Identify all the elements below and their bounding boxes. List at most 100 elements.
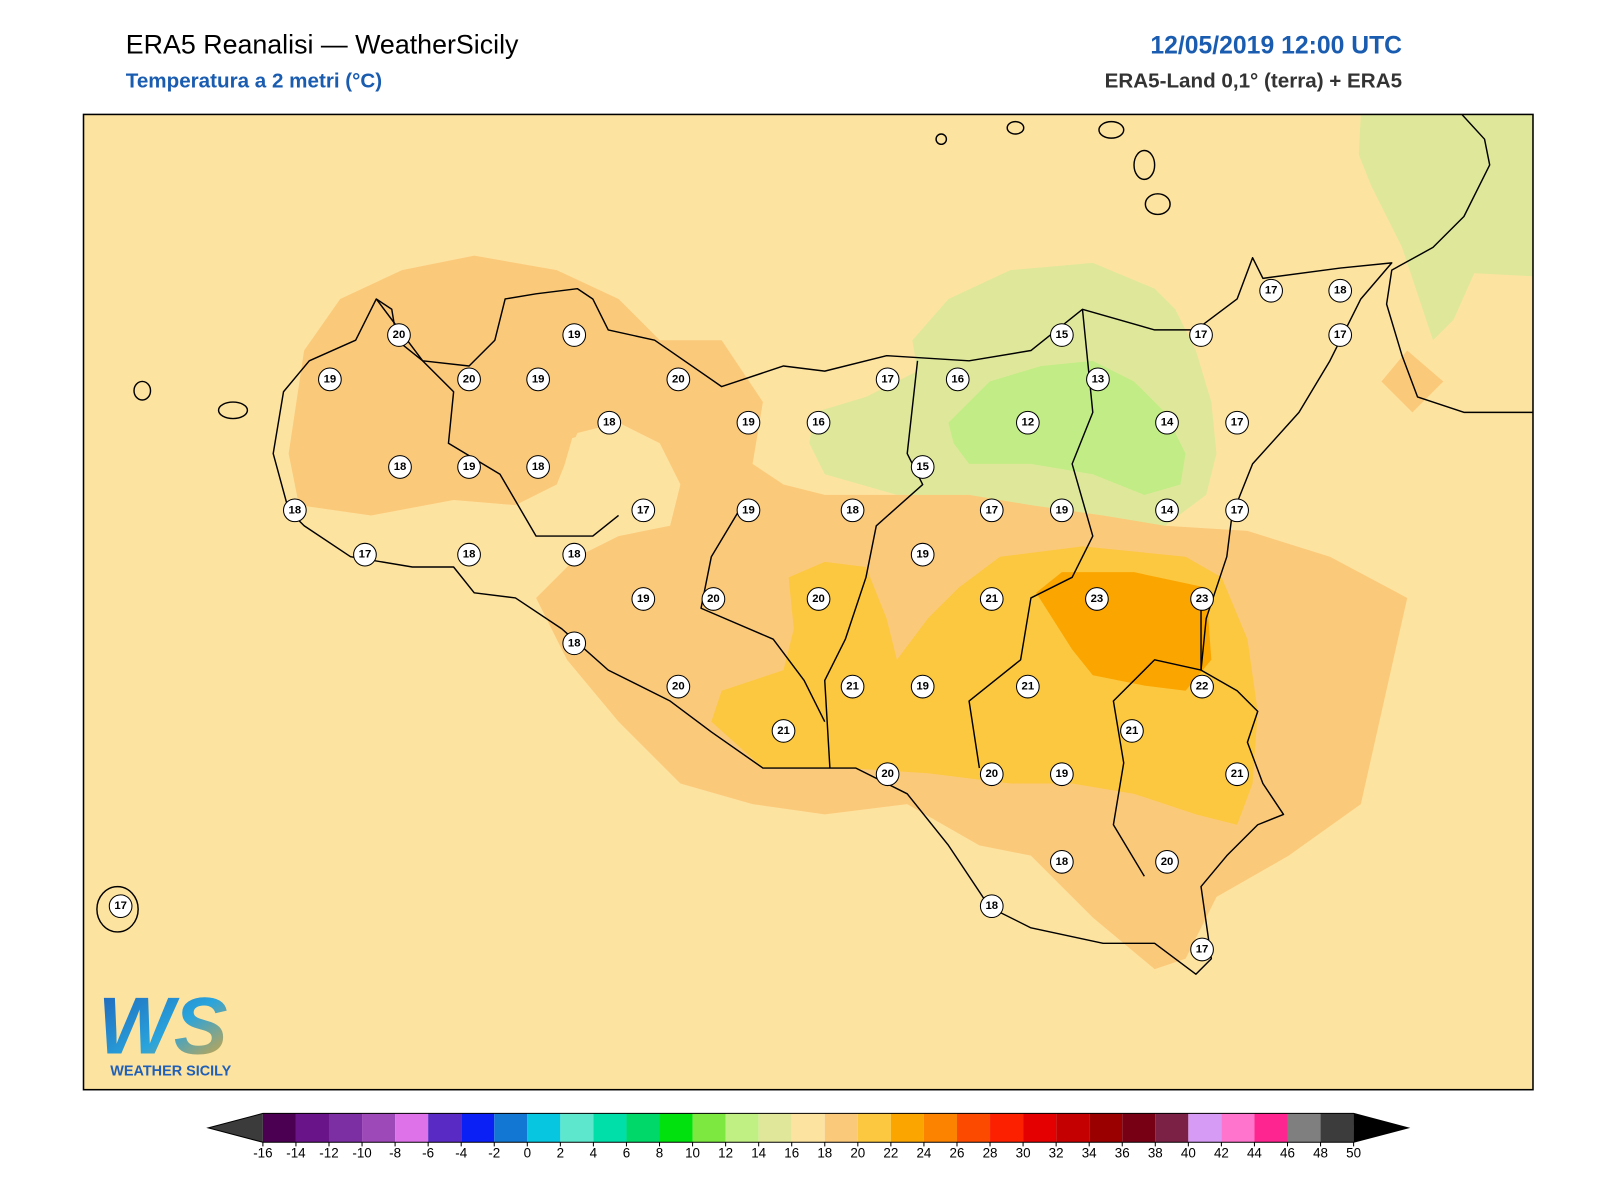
datetime: 12/05/2019 12:00 UTC	[1150, 33, 1402, 60]
station-value: 20	[672, 681, 685, 693]
station-value: 20	[393, 329, 406, 341]
colorbar-tick-label: 16	[784, 1146, 799, 1161]
colorbar-box	[791, 1113, 825, 1143]
station-marker	[979, 894, 1004, 919]
station-value: 20	[985, 768, 998, 780]
station-value: 17	[359, 549, 372, 561]
station-marker	[562, 542, 587, 567]
station: 17	[1328, 323, 1353, 347]
province-border	[824, 360, 924, 769]
colorbar-tick-label: -4	[455, 1146, 467, 1161]
station: 18	[1328, 278, 1353, 303]
station: 14	[1155, 498, 1179, 523]
station-value: 21	[1231, 768, 1244, 780]
station: 19	[736, 498, 761, 523]
colorbar-tick-label: -14	[286, 1146, 306, 1161]
station-marker	[979, 498, 1004, 523]
station-value: 21	[1126, 725, 1139, 737]
colorbar-tick-label: 32	[1049, 1146, 1064, 1161]
source: ERA5-Land 0,1° (terra) + ERA5	[1105, 70, 1402, 93]
station-marker	[457, 367, 481, 392]
station: 17	[1190, 937, 1214, 962]
colorbar-box	[725, 1113, 759, 1143]
station: 20	[457, 367, 481, 392]
island	[217, 401, 249, 420]
station-marker	[1155, 410, 1179, 435]
station: 20	[1155, 850, 1179, 874]
station-marker	[1328, 278, 1353, 303]
station: 20	[666, 674, 691, 699]
colorbar-tick-label: 2	[557, 1146, 564, 1161]
station-marker	[666, 674, 691, 699]
colorbar-box	[560, 1113, 594, 1143]
temp-area	[948, 360, 1186, 495]
station-value: 22	[1196, 681, 1209, 693]
station-marker	[875, 762, 900, 787]
station-value: 21	[985, 593, 998, 605]
station-value: 18	[289, 504, 302, 516]
sicily-coast	[272, 257, 1393, 975]
station-value: 19	[742, 504, 755, 516]
station-marker	[806, 410, 831, 435]
island	[1098, 120, 1125, 139]
station-marker	[1225, 410, 1249, 435]
colorbar-tick-label: 30	[1016, 1146, 1031, 1161]
province-border	[968, 309, 1094, 769]
colorbar-box	[758, 1113, 792, 1143]
province-border	[700, 504, 826, 722]
station-marker	[1050, 850, 1074, 874]
colorbar-box	[923, 1113, 957, 1143]
station-value: 17	[1231, 504, 1244, 516]
station: 17	[1189, 323, 1213, 347]
colorbar-tick-label: 40	[1181, 1146, 1196, 1161]
station-value: 17	[881, 373, 894, 385]
station: 15	[910, 455, 935, 479]
station-value: 18	[568, 637, 581, 649]
station-layer: 20 19 19 20 19 20 18 19 16 17 16 15 17 17 18 17 13 12 14 17…	[108, 278, 1353, 962]
colorbar-tick-label: 20	[850, 1146, 865, 1161]
station: 19	[1050, 762, 1074, 787]
colorbar-tick-label: 4	[590, 1146, 598, 1161]
colorbar-box	[1023, 1113, 1057, 1143]
station: 19	[318, 367, 342, 392]
island	[1006, 120, 1025, 135]
station-marker	[631, 587, 656, 611]
station: 18	[597, 410, 622, 435]
colorbar-tick-label: -16	[253, 1146, 272, 1161]
station: 18	[979, 894, 1004, 919]
station-marker	[1189, 323, 1213, 347]
station-value: 18	[394, 461, 407, 473]
colorbar-box	[527, 1113, 561, 1143]
station: 21	[840, 674, 865, 699]
station-value: 19	[742, 417, 755, 429]
colorbar-tick-label: 50	[1346, 1146, 1361, 1161]
station-value: 18	[846, 504, 859, 516]
station: 14	[1155, 410, 1179, 435]
temp-area	[1358, 114, 1533, 341]
station-marker	[282, 498, 307, 523]
colorbar-box	[295, 1113, 329, 1143]
colorbar-box	[626, 1113, 660, 1143]
station-value: 13	[1092, 373, 1105, 385]
colorbar-box	[395, 1113, 429, 1143]
colorbar-box	[461, 1113, 495, 1143]
station-marker	[457, 542, 481, 567]
colorbar: -16 -14 -12 -10 -8 -6 -4 -2 0 2 4 6 8 10 12 14 16 18 20 22 2…	[206, 1112, 1411, 1161]
station-value: 21	[1022, 681, 1035, 693]
station-marker	[1120, 719, 1144, 743]
station: 20	[875, 762, 900, 787]
station: 19	[736, 410, 761, 435]
logo-text: WEATHER SICILY	[110, 1063, 231, 1079]
colorbar-tick-label: 38	[1148, 1146, 1163, 1161]
colorbar-tick-label: 44	[1247, 1146, 1262, 1161]
station-marker	[387, 323, 411, 347]
station-value: 17	[1196, 943, 1209, 955]
station-marker	[388, 455, 412, 479]
colorbar-tick-label: 14	[751, 1146, 766, 1161]
station-value: 17	[1334, 329, 1347, 341]
station: 21	[771, 719, 796, 743]
station-value: 12	[1022, 417, 1035, 429]
station-value: 18	[1334, 285, 1347, 297]
station: 17	[875, 367, 900, 392]
station-value: 19	[532, 373, 545, 385]
